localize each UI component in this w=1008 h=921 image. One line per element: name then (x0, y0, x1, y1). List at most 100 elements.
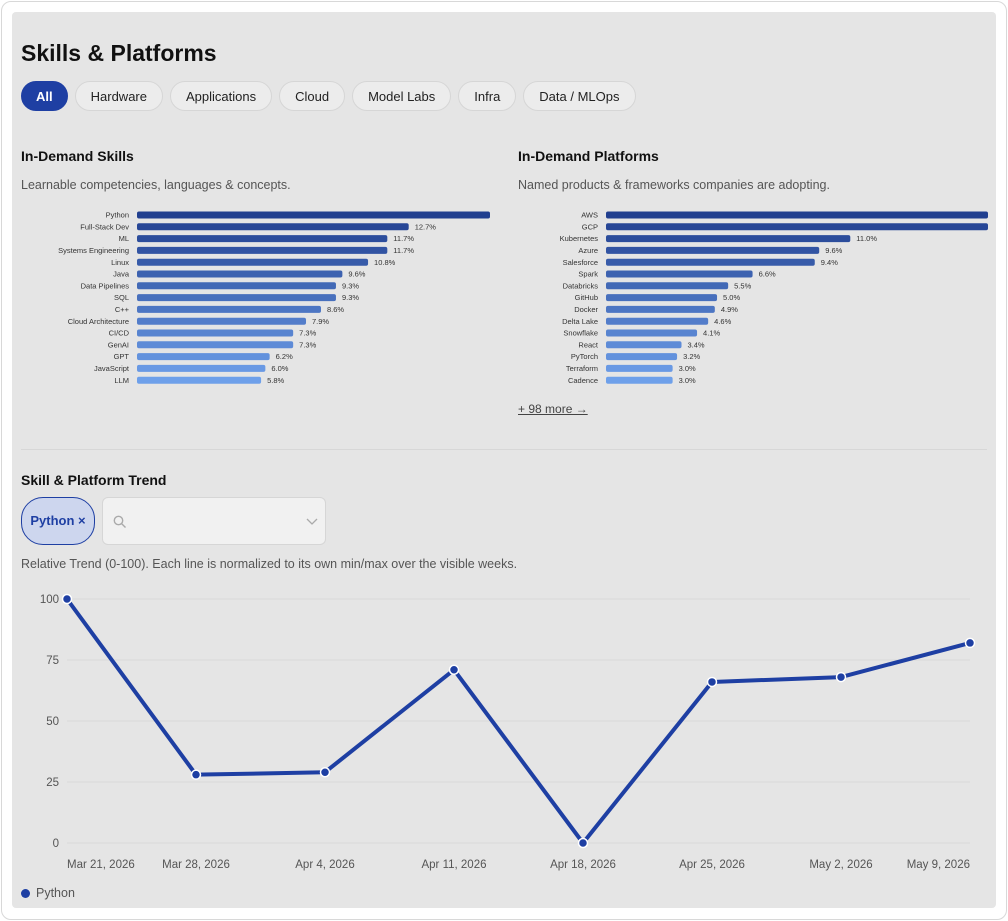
skill-value-gpt: 6.2% (276, 352, 293, 361)
skill-value-systems-engineering: 11.7% (393, 246, 414, 255)
skill-label-python: Python (106, 211, 129, 220)
skill-label-linux: Linux (111, 258, 129, 267)
platform-value-docker: 4.9% (721, 305, 738, 314)
skill-label-c-: C++ (115, 305, 130, 314)
tab-infra[interactable]: Infra (458, 81, 517, 111)
trend-search-select[interactable] (102, 497, 326, 545)
section-divider (21, 449, 987, 450)
tab-all[interactable]: All (21, 81, 68, 111)
skill-label-ml: ML (119, 234, 129, 243)
skill-value-genai: 7.3% (299, 340, 316, 349)
skill-bar-java (137, 270, 343, 278)
platform-bar-snowflake (606, 329, 698, 337)
skills-panel (12, 12, 996, 908)
skill-value-javascript: 6.0% (271, 364, 288, 373)
python-point-4[interactable] (577, 837, 589, 849)
platform-value-cadence: 3.0% (679, 376, 696, 385)
platform-bar-docker (606, 305, 715, 313)
skill-bar-c- (137, 305, 321, 313)
platform-label-databricks: Databricks (563, 281, 599, 290)
platform-label-terraform: Terraform (566, 364, 598, 373)
tab-hardware[interactable]: Hardware (74, 81, 163, 111)
x-tick-3: Apr 11, 2026 (421, 859, 486, 871)
platform-bar-azure (606, 246, 820, 254)
python-trend-line (65, 597, 971, 845)
platform-value-delta-lake: 4.6% (714, 317, 731, 326)
skill-bar-llm (137, 376, 262, 384)
skill-value-sql: 9.3% (342, 293, 359, 302)
platform-value-databricks: 5.5% (734, 281, 751, 290)
skill-label-systems-engineering: Systems Engineering (58, 246, 129, 255)
page-title: Skills & Platforms (21, 40, 217, 66)
platform-bar-aws (606, 211, 988, 219)
x-tick-0: Mar 21, 2026 (67, 859, 135, 871)
platform-value-terraform: 3.0% (679, 364, 696, 373)
skill-bar-genai (137, 341, 294, 349)
platform-label-azure: Azure (578, 246, 598, 255)
y-tick-50: 50 (46, 716, 59, 728)
skill-bar-systems-engineering (137, 246, 388, 254)
python-point-2[interactable] (319, 766, 331, 778)
trend-line-chart: 0 25 50 75 100 Mar 21, 2026 Mar 28, 2026 Apr 4,… (40, 593, 976, 871)
platform-label-delta-lake: Delta Lake (562, 317, 598, 326)
python-chip[interactable]: Python × (21, 497, 95, 545)
platform-bar-github (606, 294, 718, 302)
skill-value-ci-cd: 7.3% (299, 329, 316, 338)
python-point-7[interactable] (964, 637, 976, 649)
platform-bar-salesforce (606, 258, 815, 266)
tab-data-mlops[interactable]: Data / MLOps (523, 81, 636, 111)
skill-label-sql: SQL (114, 293, 129, 302)
y-tick-0: 0 (53, 838, 59, 850)
skill-value-java: 9.6% (348, 270, 365, 279)
skills-description: Learnable competencies, languages & conc… (21, 178, 291, 192)
platform-label-docker: Docker (574, 305, 598, 314)
platform-bar-databricks (606, 282, 729, 290)
skill-bar-javascript (137, 364, 266, 372)
platform-bar-react (606, 341, 682, 349)
python-point-6[interactable] (835, 671, 847, 683)
trend-heading: Skill & Platform Trend (21, 472, 167, 488)
python-point-3[interactable] (448, 664, 460, 676)
platform-label-kubernetes: Kubernetes (560, 234, 599, 243)
search-icon (113, 515, 126, 528)
python-point-5[interactable] (706, 676, 718, 688)
skills-bar-chart: Python Full-Stack Dev 12.7% ML 11.7% Systems … (58, 211, 490, 385)
platform-value-github: 5.0% (723, 293, 740, 302)
python-point-0[interactable] (61, 593, 73, 605)
more-platforms-link[interactable]: + 98 more → (518, 402, 588, 416)
x-tick-6: May 2, 2026 (809, 859, 872, 871)
x-tick-1: Mar 28, 2026 (162, 859, 230, 871)
skill-label-javascript: JavaScript (94, 364, 130, 373)
python-point-1[interactable] (190, 769, 202, 780)
platform-label-gcp: GCP (582, 222, 598, 231)
skill-value-full-stack-dev: 12.7% (415, 222, 437, 231)
platform-value-azure: 9.6% (825, 246, 842, 255)
tab-cloud[interactable]: Cloud (279, 81, 346, 111)
skill-value-c-: 8.6% (327, 305, 344, 314)
y-tick-25: 25 (46, 777, 59, 789)
skill-label-genai: GenAI (108, 340, 129, 349)
skill-bar-cloud-architecture (137, 317, 307, 325)
x-tick-5: Apr 25, 2026 (679, 859, 745, 871)
platform-bar-terraform (606, 364, 673, 372)
skill-value-data-pipelines: 9.3% (342, 281, 359, 290)
skill-label-java: Java (113, 270, 130, 279)
platform-bar-kubernetes (606, 235, 851, 243)
x-tick-4: Apr 18, 2026 (550, 859, 616, 871)
platform-value-snowflake: 4.1% (703, 329, 720, 338)
platform-bar-cadence (606, 376, 673, 384)
platform-bar-pytorch (606, 353, 678, 361)
platform-value-pytorch: 3.2% (683, 352, 700, 361)
platform-value-react: 3.4% (688, 340, 705, 349)
platform-bar-delta-lake (606, 317, 709, 325)
platforms-description: Named products & frameworks companies ar… (518, 178, 830, 192)
tab-model-labs[interactable]: Model Labs (352, 81, 452, 111)
skill-value-llm: 5.8% (267, 376, 284, 385)
tab-applications[interactable]: Applications (169, 81, 273, 111)
skill-bar-python (137, 211, 490, 219)
skill-bar-full-stack-dev (137, 223, 409, 231)
filter-tabs: All Hardware Applications Cloud Model La… (21, 81, 636, 111)
platform-value-spark: 6.6% (759, 270, 776, 279)
skill-bar-ci-cd (137, 329, 294, 337)
legend-marker (21, 888, 30, 898)
